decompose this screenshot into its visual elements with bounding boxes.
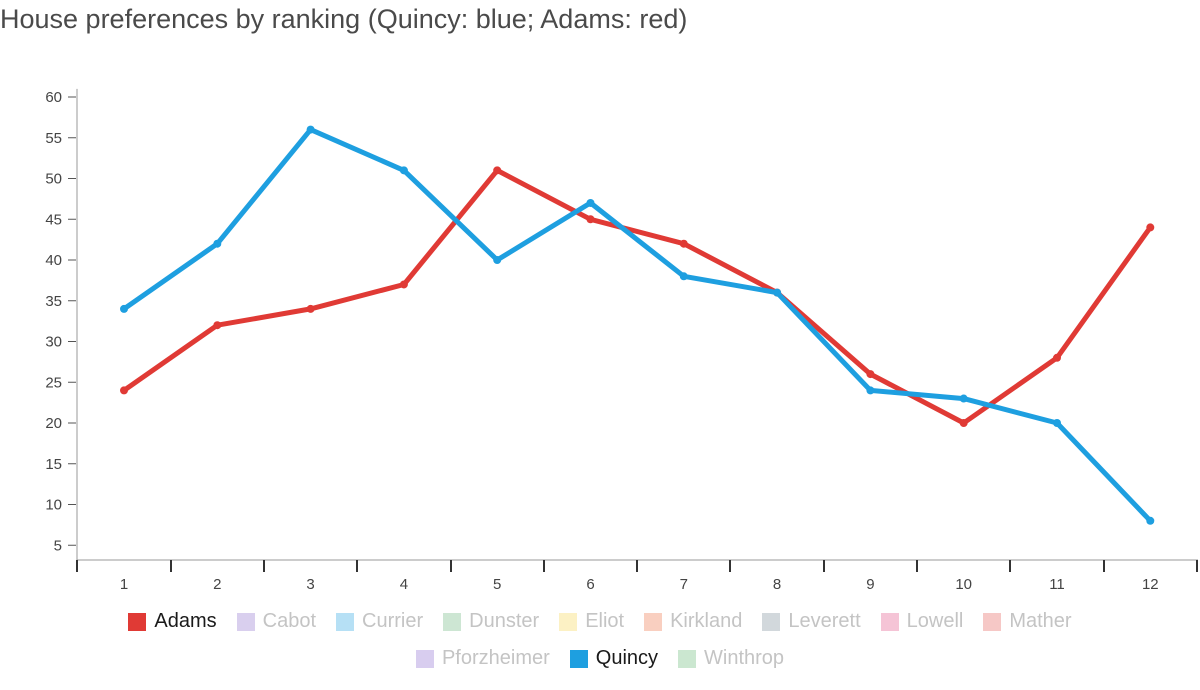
- legend-label: Adams: [154, 610, 217, 632]
- chart-title: House preferences by ranking (Quincy: bl…: [0, 4, 688, 34]
- legend-item-cabot[interactable]: Cabot: [236, 610, 317, 633]
- x-tick-label: 3: [306, 576, 314, 593]
- legend-swatch: [644, 612, 663, 631]
- y-tick-label: 35: [45, 293, 62, 310]
- y-tick-label: 15: [45, 456, 62, 473]
- legend-item-pforzheimer[interactable]: Pforzheimer: [415, 647, 550, 670]
- x-tick-label: 12: [1142, 576, 1159, 593]
- legend-swatch: [443, 612, 462, 631]
- legend-label: Mather: [1009, 610, 1072, 632]
- x-tick-label: 6: [586, 576, 594, 593]
- legend-swatch: [236, 612, 255, 631]
- quincy-data-point: [679, 272, 688, 281]
- adams-data-point: [586, 215, 595, 224]
- x-tick-label: 7: [680, 576, 688, 593]
- x-tick-label: 2: [213, 576, 221, 593]
- legend-label: Currier: [362, 610, 424, 632]
- adams-data-point: [213, 321, 222, 330]
- adams-data-point: [866, 370, 875, 379]
- legend-label: Quincy: [595, 647, 659, 669]
- legend-item-winthrop[interactable]: Winthrop: [678, 647, 784, 670]
- legend-swatch: [880, 612, 899, 631]
- y-tick-label: 25: [45, 374, 62, 391]
- legend-swatch: [983, 612, 1002, 631]
- x-tick-label: 11: [1049, 576, 1065, 593]
- quincy-data-point: [773, 288, 782, 297]
- legend-label: Eliot: [585, 610, 625, 632]
- y-tick-label: 20: [45, 415, 62, 432]
- y-tick-label: 55: [45, 130, 62, 147]
- y-tick-label: 10: [45, 497, 62, 514]
- adams-data-point: [1146, 223, 1155, 232]
- adams-data-point: [679, 239, 688, 248]
- adams-data-point: [306, 304, 315, 313]
- quincy-data-point: [306, 125, 315, 134]
- legend-item-mather[interactable]: Mather: [983, 610, 1072, 633]
- legend-item-eliot[interactable]: Eliot: [559, 610, 624, 633]
- x-tick-label: 10: [955, 576, 972, 593]
- legend-label: Winthrop: [704, 647, 785, 669]
- quincy-data-point: [399, 166, 408, 175]
- y-tick-label: 50: [45, 171, 62, 188]
- series-lines: [120, 125, 1155, 525]
- legend-label: Cabot: [262, 610, 317, 632]
- quincy-data-point: [1146, 516, 1155, 525]
- legend-item-dunster[interactable]: Dunster: [443, 610, 539, 633]
- adams-data-point: [493, 166, 502, 175]
- legend-swatch: [128, 612, 147, 631]
- legend-label: Kirkland: [670, 610, 743, 632]
- legend-swatch: [569, 649, 588, 668]
- quincy-data-point: [959, 394, 968, 403]
- quincy-series-line: [121, 127, 1153, 524]
- legend-item-kirkland[interactable]: Kirkland: [644, 610, 742, 633]
- legend-swatch: [762, 612, 781, 631]
- x-tick-label: 9: [866, 576, 874, 593]
- y-tick-label: 45: [45, 211, 62, 228]
- adams-data-point: [120, 386, 128, 395]
- quincy-data-point: [586, 198, 595, 207]
- adams-series-line: [121, 167, 1153, 426]
- legend-label: Leverett: [788, 610, 861, 632]
- y-tick-label: 30: [45, 334, 62, 351]
- y-tick-label: 60: [45, 89, 62, 106]
- legend-row-2: Pforzheimer Quincy Winthrop: [0, 647, 1200, 670]
- quincy-data-point: [1053, 419, 1061, 427]
- legend-row-1: Adams Cabot Currier Dunster Eliot Kirkland Lev…: [0, 610, 1200, 633]
- legend-swatch: [678, 649, 697, 668]
- adams-data-point: [959, 419, 968, 427]
- x-tick-label: 4: [400, 576, 408, 593]
- x-tick-label: 5: [493, 576, 501, 593]
- quincy-data-point: [120, 304, 128, 313]
- legend-label: Dunster: [469, 610, 540, 632]
- quincy-data-point: [213, 239, 222, 248]
- x-tick-label: 8: [773, 576, 781, 593]
- legend-item-currier[interactable]: Currier: [336, 610, 423, 633]
- x-tick-label: 1: [120, 576, 128, 593]
- legend-label: Pforzheimer: [441, 647, 550, 669]
- legend-item-quincy[interactable]: Quincy: [569, 647, 659, 670]
- legend-swatch: [415, 649, 434, 668]
- legend-swatch: [559, 612, 578, 631]
- legend-label: Lowell: [906, 610, 964, 632]
- y-tick-label: 40: [45, 252, 62, 269]
- adams-data-point: [1053, 353, 1061, 362]
- quincy-data-point: [493, 256, 502, 264]
- y-tick-label: 5: [54, 537, 62, 554]
- legend-item-adams[interactable]: Adams: [128, 610, 217, 633]
- legend-item-lowell[interactable]: Lowell: [880, 610, 964, 633]
- adams-data-point: [399, 280, 408, 289]
- legend-swatch: [336, 612, 355, 631]
- legend-item-leverett[interactable]: Leverett: [762, 610, 861, 633]
- quincy-data-point: [866, 386, 875, 395]
